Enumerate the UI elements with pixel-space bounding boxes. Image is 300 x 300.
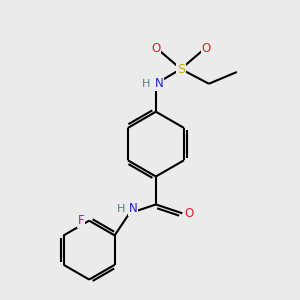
Text: N: N [129,202,138,215]
Text: S: S [177,62,185,76]
Text: N: N [154,77,163,90]
Text: O: O [151,42,160,55]
Text: F: F [78,214,84,227]
Text: O: O [184,207,194,220]
Text: H: H [142,79,151,89]
Text: H: H [117,204,126,214]
Text: O: O [201,42,211,55]
